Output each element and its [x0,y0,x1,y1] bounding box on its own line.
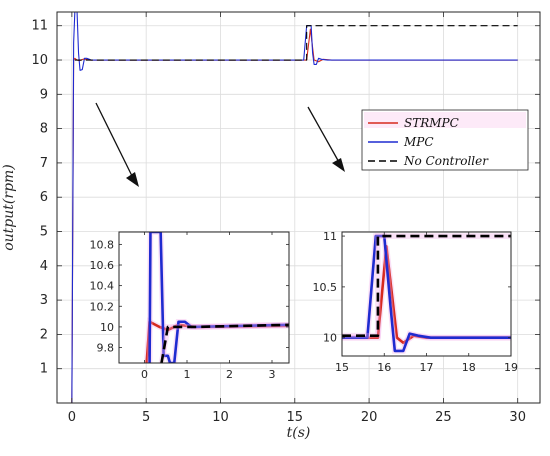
x-tick-label: 0 [68,410,76,425]
x-tick-label: 30 [509,410,526,425]
zoom-arrow-right-head [332,158,345,172]
y-tick-label: 11 [323,230,337,243]
y-tick-label: 10.6 [90,259,115,272]
x-axis-label: t(s) [287,425,311,441]
legend-label: STRMPC [404,116,459,130]
series-line-no-controller [160,323,289,363]
series-line-mpc [342,234,511,353]
axes-box [118,231,290,364]
x-tick-label: 3 [269,368,276,381]
y-tick-label: 10 [31,53,48,68]
series-line-no-controller [74,25,518,61]
y-tick-label: 10.4 [90,280,115,293]
plot-area [119,232,289,363]
x-tick-label: 15 [287,410,304,425]
series-line-no-controller [342,234,511,337]
y-tick-label: 9.8 [97,342,115,355]
legend-label: MPC [403,135,434,149]
y-tick-label: 10.2 [90,300,115,313]
zoom-arrow-left [95,102,135,181]
x-tick-label: 17 [420,361,434,374]
x-tick-label: 18 [462,361,476,374]
x-tick-label: 19 [504,361,518,374]
y-tick-label: 10.5 [313,281,338,294]
zoom-arrow-left-head [126,172,139,187]
y-tick-label: 9 [40,87,48,102]
zoom-arrow-right [307,106,341,165]
legend-label: No Controller [403,154,489,168]
y-tick-label: 11 [31,19,48,34]
x-tick-label: 16 [377,361,391,374]
inset-plot-right: 15 16 17 18 19 10 10.5 11 [313,230,519,374]
y-axis-label: output(rpm) [1,164,17,251]
x-tick-label: 0 [141,368,148,381]
y-tick-label: 1 [40,362,48,377]
x-tick-label: 25 [435,410,452,425]
series-line-mpc [148,232,289,363]
legend: STRMPC MPC No Controller [361,109,529,171]
y-tick-label: 5 [40,225,48,240]
x-tick-label: 5 [142,410,150,425]
x-tick-label: 20 [361,410,378,425]
y-tick-label: 8 [40,122,48,137]
axes-box [56,11,541,404]
y-tick-label: 10 [100,321,114,334]
y-tick-label: 10 [323,332,337,345]
x-tick-label: 10 [212,410,229,425]
y-tick-label: 2 [40,327,48,342]
x-tick-label: 1 [184,368,191,381]
zoom-arrows [95,102,345,187]
y-tick-label: 4 [40,259,48,274]
x-tick-label: 2 [226,368,233,381]
y-tick-label: 6 [40,190,48,205]
inset-plot-left: 0 1 2 3 9.8 10 10.2 10.4 10.6 10.8 [90,231,290,381]
y-tick-label: 7 [40,156,48,171]
y-tick-label: 10.8 [90,238,115,251]
x-tick-label: 15 [335,361,349,374]
y-tick-label: 3 [40,293,48,308]
legend-highlight [364,112,526,128]
